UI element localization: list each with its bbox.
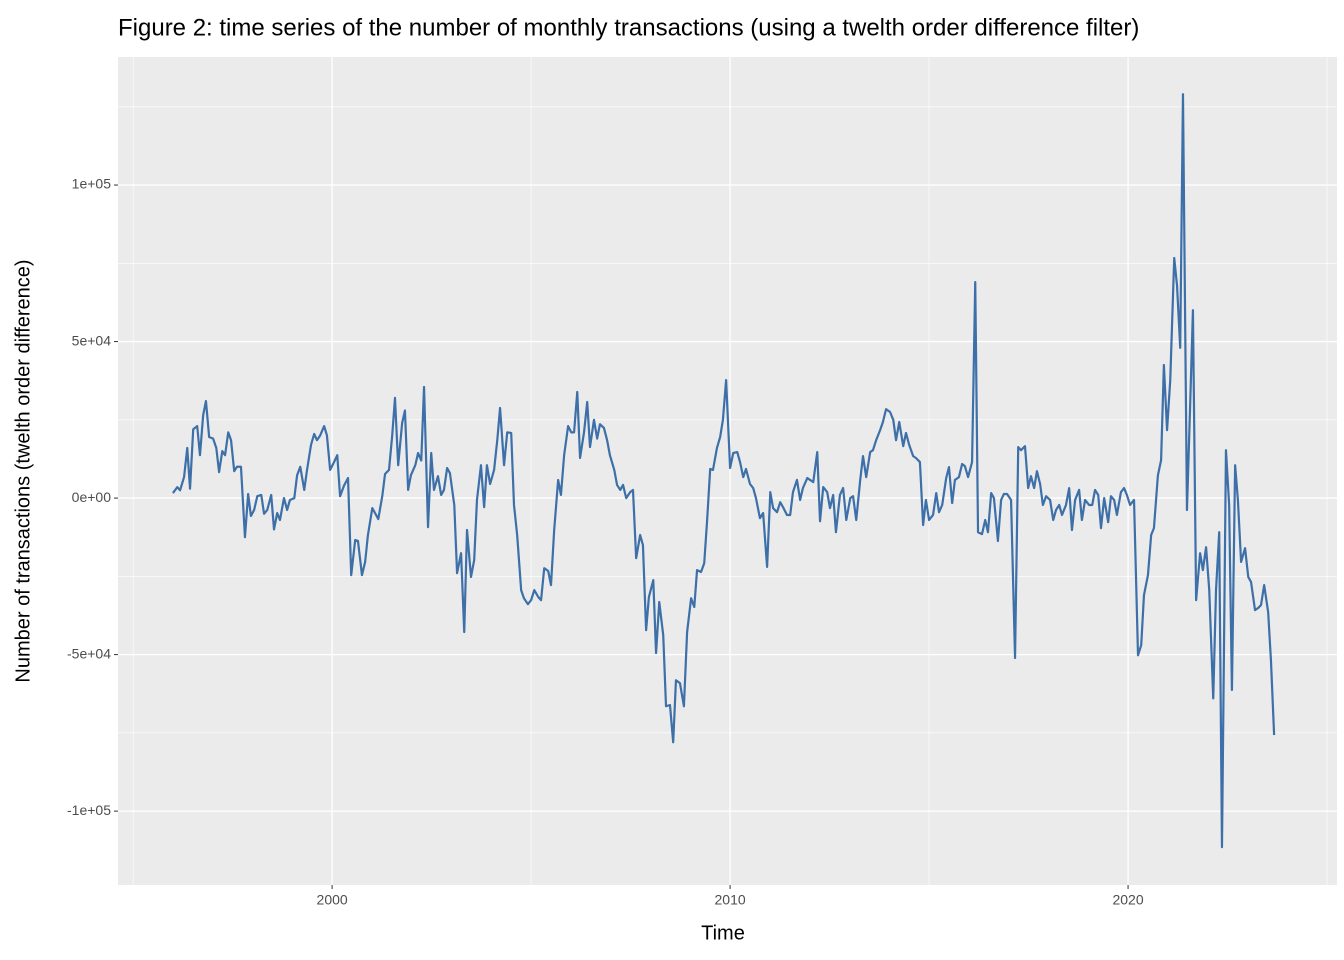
chart-title: Figure 2: time series of the number of m… — [118, 14, 1139, 41]
y-tick-label: -5e+04 — [67, 645, 111, 661]
y-tick-label: -1e+05 — [67, 802, 111, 818]
x-tick-label: 2010 — [715, 892, 746, 908]
x-tick-label: 2000 — [317, 892, 348, 908]
y-tick-label: 0e+00 — [72, 489, 112, 505]
x-tick-label: 2020 — [1112, 892, 1143, 908]
y-tick-label: 5e+04 — [72, 332, 112, 348]
plot-panel — [118, 57, 1337, 885]
y-tick-label: 1e+05 — [72, 176, 112, 192]
y-axis-title: Number of transactions (twelth order dif… — [12, 259, 34, 682]
x-axis-title: Time — [701, 922, 745, 944]
data-line — [172, 93, 1276, 849]
